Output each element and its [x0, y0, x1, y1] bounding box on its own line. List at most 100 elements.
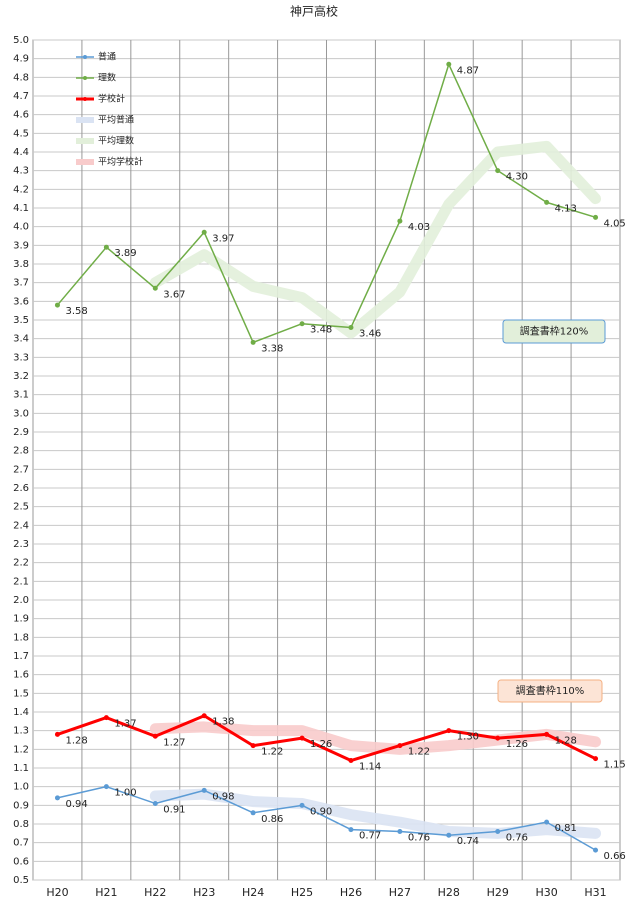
y-tick-label: 2.8: [13, 446, 29, 457]
data-label: 1.22: [408, 747, 430, 758]
data-label: 3.48: [310, 325, 332, 336]
annotation-text: 調査書枠110%: [516, 684, 585, 697]
point: [397, 743, 403, 749]
point: [593, 214, 599, 220]
y-tick-label: 3.4: [13, 334, 29, 345]
x-tick-label: H29: [487, 886, 509, 899]
point: [495, 828, 501, 834]
x-tick-label: H25: [291, 886, 313, 899]
y-tick-label: 2.4: [13, 520, 29, 531]
point: [544, 199, 550, 205]
x-tick-label: H20: [46, 886, 68, 899]
x-tick-label: H26: [340, 886, 362, 899]
data-label: 3.89: [114, 248, 136, 259]
series-line: [56, 785, 597, 851]
data-label: 1.27: [163, 737, 185, 748]
point: [593, 847, 599, 853]
y-tick-label: 1.2: [13, 744, 29, 755]
y-tick-label: 1.4: [13, 707, 29, 718]
data-label: 1.14: [359, 762, 381, 773]
point: [446, 832, 452, 838]
y-tick-label: 3.0: [13, 408, 29, 419]
data-label: 0.74: [457, 836, 479, 847]
x-tick-label: H27: [389, 886, 411, 899]
data-label: 3.46: [359, 328, 381, 339]
x-tick-label: H28: [438, 886, 460, 899]
data-label: 1.00: [114, 788, 136, 799]
x-tick-label: H21: [95, 886, 117, 899]
data-label: 3.58: [65, 306, 87, 317]
y-tick-label: 2.0: [13, 595, 29, 606]
legend-label: 平均理数: [98, 135, 134, 147]
series-line: [55, 714, 598, 763]
point: [54, 795, 60, 801]
point: [348, 827, 354, 833]
point: [299, 802, 305, 808]
data-label: 0.98: [212, 791, 234, 802]
data-label: 3.38: [261, 343, 283, 354]
y-tick-label: 4.5: [13, 128, 29, 139]
point: [397, 828, 403, 834]
legend-label: 平均学校計: [98, 156, 143, 168]
y-tick-label: 5.0: [13, 35, 29, 46]
chart-title: 神戸高校: [290, 4, 338, 19]
series-line: [56, 63, 597, 344]
legend-label: 平均普通: [98, 114, 134, 126]
legend-marker: [83, 76, 87, 80]
y-tick-label: 4.1: [13, 203, 29, 214]
point: [348, 758, 354, 764]
legend-label: 普通: [98, 51, 116, 63]
data-label: 4.03: [408, 222, 430, 233]
y-tick-label: 2.2: [13, 558, 29, 569]
data-label: 1.15: [604, 760, 626, 771]
data-label: 3.97: [212, 233, 234, 244]
y-tick-label: 4.7: [13, 91, 29, 102]
y-tick-label: 1.3: [13, 726, 29, 737]
point: [348, 324, 354, 330]
point: [446, 61, 452, 67]
y-tick-label: 2.9: [13, 427, 29, 438]
y-tick-label: 2.5: [13, 502, 29, 513]
y-tick-label: 3.1: [13, 390, 29, 401]
point: [299, 321, 305, 327]
x-tick-label: H23: [193, 886, 215, 899]
y-tick-label: 3.5: [13, 315, 29, 326]
y-tick-label: 4.9: [13, 54, 29, 65]
y-tick-label: 1.1: [13, 763, 29, 774]
y-tick-label: 3.8: [13, 259, 29, 270]
average-line: [149, 788, 602, 839]
data-label: 4.05: [604, 218, 626, 229]
data-label: 1.28: [555, 735, 577, 746]
y-tick-label: 3.2: [13, 371, 29, 382]
legend-label: 理数: [98, 72, 116, 84]
y-tick-label: 2.7: [13, 464, 29, 475]
legend-label: 学校計: [98, 93, 125, 105]
legend-marker: [83, 55, 87, 59]
point: [103, 715, 109, 721]
point: [495, 735, 501, 741]
data-label: 1.28: [65, 735, 87, 746]
y-tick-label: 2.1: [13, 576, 29, 587]
point: [54, 302, 60, 308]
y-tick-label: 0.9: [13, 800, 29, 811]
data-label: 1.22: [261, 747, 283, 758]
y-tick-label: 2.6: [13, 483, 29, 494]
x-tick-label: H31: [584, 886, 606, 899]
y-tick-label: 4.6: [13, 110, 29, 121]
data-label: 4.87: [457, 65, 479, 76]
point: [54, 731, 60, 737]
y-tick-label: 2.3: [13, 539, 29, 550]
data-label: 1.38: [212, 717, 234, 728]
data-label: 0.91: [163, 804, 185, 815]
y-tick-label: 3.6: [13, 296, 29, 307]
point: [152, 800, 158, 806]
annotation-box: [497, 679, 603, 703]
y-tick-label: 0.5: [13, 875, 29, 886]
y-tick-label: 0.6: [13, 856, 29, 867]
point: [103, 244, 109, 250]
y-tick-label: 1.5: [13, 688, 29, 699]
y-tick-label: 1.8: [13, 632, 29, 643]
data-label: 3.67: [163, 289, 185, 300]
data-label: 4.30: [506, 172, 528, 183]
data-label: 0.90: [310, 806, 332, 817]
